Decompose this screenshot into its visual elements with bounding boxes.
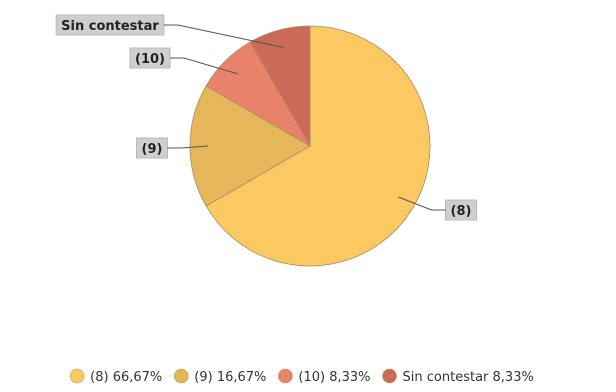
pie-slices — [189, 25, 431, 267]
pie-slice-1 — [189, 85, 311, 207]
callout-leader-1 — [167, 145, 209, 149]
callout-leader-2 — [169, 57, 239, 75]
legend-swatch-3 — [382, 368, 397, 384]
legend-swatch-1 — [173, 368, 189, 384]
legend-label-0: (8) 66,67% — [90, 370, 162, 385]
callout-label-0: (8) — [451, 204, 472, 219]
chart-legend: (8) 66,67% (9) 16,67% (10) 8,33% Sin contes… — [69, 368, 534, 385]
callout-leader-0 — [398, 196, 446, 211]
callout-label-3: Sin contestar — [61, 19, 159, 34]
legend-label-1: (9) 16,67% — [194, 370, 266, 385]
callout-label-1: (9) — [142, 142, 163, 157]
callout-label-2: (10) — [135, 52, 165, 67]
legend-label-2: (10) 8,33% — [298, 370, 370, 385]
pie-slice-0 — [205, 25, 431, 267]
callout-leader-3 — [163, 24, 284, 48]
legend-swatch-0 — [69, 368, 85, 384]
legend-label-3: Sin contestar 8,33% — [403, 370, 534, 385]
pie-slice-3 — [249, 25, 311, 148]
legend-swatch-2 — [278, 368, 293, 384]
pie-callouts: (8) (9) (10) Sin contestar — [55, 14, 477, 221]
